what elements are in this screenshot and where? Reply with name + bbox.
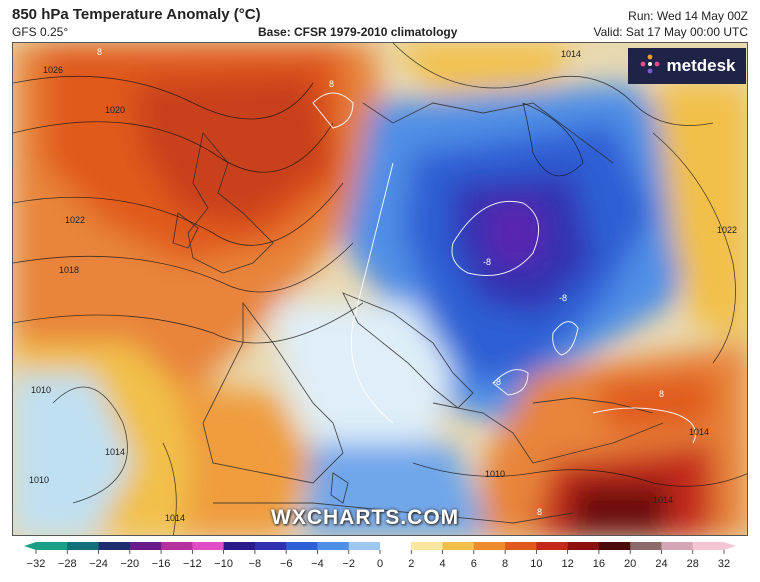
scale-color-box [348,542,381,550]
anomaly-label: 8 [97,47,102,57]
scale-tick-label: −12 [183,558,202,570]
scale-tick-label: 32 [718,558,730,570]
scale-tick-label: −8 [249,558,262,570]
scale-tick-label: −2 [342,558,355,570]
scale-color-box [317,542,350,550]
metdesk-logo-icon [639,53,661,80]
balkan-turkey-coast [432,402,664,464]
isobar-label: 1026 [43,65,63,75]
anomaly-map: 1026 1020 1022 1018 1014 1010 1014 1014 … [12,42,748,536]
anomaly-label: 8 [659,389,664,399]
scale-max-arrow [724,542,736,550]
scale-tick-label: 2 [408,558,414,570]
isobar-label: 1014 [653,495,673,505]
metdesk-logo: metdesk [628,48,746,84]
scale-color-box [286,542,318,550]
model-label: GFS 0.25° [12,25,69,39]
scale-color-box [161,542,193,550]
scale-color-box [411,542,444,550]
scale-tick-label: 16 [593,558,605,570]
anomaly-label: 8 [329,79,334,89]
scale-color-box [630,542,662,550]
anomaly-map-canvas: 1026 1020 1022 1018 1014 1010 1014 1014 … [13,43,747,535]
scale-tick-label: −32 [27,558,46,570]
isobar-label: 1014 [105,447,125,457]
anomaly-label: -8 [493,377,501,387]
scale-tick-label: 8 [502,558,508,570]
scale-tick-label: −6 [280,558,293,570]
scale-color-box [505,542,537,550]
anomaly-field [13,43,747,535]
scale-color-box [192,542,225,550]
valid-time-label: Valid: Sat 17 May 00:00 UTC [593,25,748,39]
metdesk-brand-name: metdesk [666,56,736,75]
british-isles-coast [187,131,274,274]
scale-color-box [223,542,256,550]
scale-tick-label: 28 [687,558,699,570]
scale-tick-label: 24 [655,558,667,570]
scale-color-box [661,542,694,550]
scale-tick-label: 20 [624,558,636,570]
scale-tick-label: 12 [562,558,574,570]
isobar-label: 1010 [29,475,49,485]
scale-tick-label: −28 [58,558,77,570]
scale-color-box [473,542,506,550]
scale-min-arrow [24,542,36,550]
anomaly-labels: 8 8 -8 -8 -8 8 8 [97,47,664,517]
isobar-label: 1020 [105,105,125,115]
scale-color-box [536,542,569,550]
run-time-label: Run: Wed 14 May 00Z [628,9,748,23]
isobar-label: 1022 [717,225,737,235]
isobar-label: 1010 [31,385,51,395]
scale-tick-label: −16 [152,558,171,570]
scale-tick-label: 6 [471,558,477,570]
iberia-coast [202,301,344,484]
scale-color-box [442,542,475,550]
scale-color-box [380,542,412,550]
isobar-labels: 1026 1020 1022 1018 1014 1010 1014 1014 … [29,49,737,523]
scale-color-box [567,542,600,550]
scale-tick-label: 4 [439,558,445,570]
isobar-label: 1014 [165,513,185,523]
anomaly-label: -8 [483,257,491,267]
anomaly-contours [312,92,696,444]
scale-color-box [598,542,631,550]
north-africa-coast [213,502,574,524]
scale-color-box [254,542,287,550]
isobar-label: 1014 [689,427,709,437]
scale-tick-label: −10 [214,558,233,570]
isobar-label: 1014 [561,49,581,59]
scale-tick-label: −20 [120,558,139,570]
scale-tick-label: 10 [530,558,542,570]
map-title: 850 hPa Temperature Anomaly (°C) [12,6,261,23]
color-scale: −32 −28 −24 −20 −16 −12 −10 −8 −6 −4 −2 0 2 4 6 8 10 12 16… [24,542,736,570]
scale-color-box [36,542,68,550]
anomaly-label: 8 [537,507,542,517]
scale-tick-label: −4 [311,558,324,570]
isobar-label: 1022 [65,215,85,225]
scale-color-box [67,542,100,550]
isobar-label: 1010 [485,469,505,479]
isobars [13,43,747,535]
scale-color-box [98,542,131,550]
scale-color-box [129,542,162,550]
scale-color-box [692,542,725,550]
isobar-label: 1018 [59,265,79,275]
wxcharts-watermark: WXCHARTS.COM [271,506,460,529]
scale-tick-label: 0 [377,558,383,570]
coastlines [172,102,664,524]
scale-tick-label: −24 [89,558,108,570]
climatology-base-label: Base: CFSR 1979-2010 climatology [258,25,458,39]
anomaly-label: -8 [559,293,567,303]
